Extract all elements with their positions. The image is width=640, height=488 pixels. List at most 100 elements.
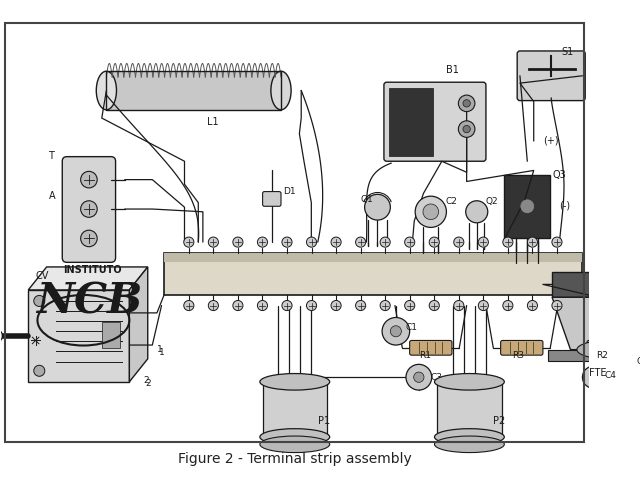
Text: T: T [49, 151, 54, 161]
Circle shape [380, 238, 390, 248]
Ellipse shape [435, 436, 504, 453]
Circle shape [423, 204, 438, 220]
Circle shape [503, 301, 513, 311]
FancyBboxPatch shape [629, 318, 640, 360]
Circle shape [415, 197, 447, 228]
Bar [547, 350, 640, 361]
Ellipse shape [435, 429, 504, 446]
Circle shape [208, 301, 218, 311]
Circle shape [282, 301, 292, 311]
Circle shape [81, 172, 97, 188]
Circle shape [365, 195, 390, 221]
Circle shape [503, 238, 513, 248]
Text: NCB: NCB [36, 280, 142, 322]
Circle shape [356, 301, 365, 311]
Text: C1: C1 [405, 323, 417, 332]
Text: C4: C4 [605, 370, 616, 380]
Bar [552, 272, 640, 298]
Circle shape [356, 238, 365, 248]
Circle shape [184, 301, 194, 311]
Circle shape [307, 301, 317, 311]
Circle shape [307, 238, 317, 248]
Bar [262, 382, 327, 437]
Text: CV: CV [36, 270, 49, 281]
Ellipse shape [577, 341, 637, 359]
Bar [164, 254, 582, 263]
Circle shape [527, 301, 538, 311]
Circle shape [404, 301, 415, 311]
Circle shape [208, 238, 218, 248]
Circle shape [382, 318, 410, 346]
Polygon shape [28, 267, 148, 290]
FancyBboxPatch shape [62, 157, 116, 263]
Bar [28, 290, 129, 382]
Text: 2: 2 [145, 378, 150, 387]
FancyBboxPatch shape [517, 52, 585, 102]
Circle shape [406, 365, 432, 390]
Circle shape [458, 122, 475, 138]
Circle shape [521, 201, 534, 213]
Text: A: A [49, 191, 55, 201]
Circle shape [81, 231, 97, 247]
Ellipse shape [260, 374, 330, 390]
Circle shape [552, 238, 562, 248]
Bar [106, 72, 281, 111]
Circle shape [429, 301, 439, 311]
Circle shape [404, 238, 415, 248]
Text: R1: R1 [419, 350, 431, 359]
Text: C2: C2 [445, 196, 458, 205]
Circle shape [552, 301, 562, 311]
Text: FTE: FTE [589, 367, 606, 378]
Circle shape [257, 301, 268, 311]
Circle shape [429, 238, 439, 248]
Circle shape [380, 301, 390, 311]
Circle shape [582, 366, 605, 388]
Text: L1: L1 [207, 117, 219, 127]
Text: INSTITUTO: INSTITUTO [63, 264, 122, 274]
Circle shape [463, 126, 470, 134]
Text: P2: P2 [493, 415, 506, 426]
Ellipse shape [260, 436, 330, 453]
Text: P1: P1 [317, 415, 330, 426]
Polygon shape [129, 267, 148, 382]
FancyBboxPatch shape [587, 341, 629, 355]
Ellipse shape [271, 72, 291, 111]
Text: R3: R3 [511, 350, 524, 359]
Bar [504, 176, 550, 238]
Polygon shape [552, 298, 640, 350]
Circle shape [233, 238, 243, 248]
Circle shape [257, 238, 268, 248]
Text: 1: 1 [159, 347, 164, 357]
Circle shape [34, 366, 45, 377]
Circle shape [454, 301, 464, 311]
Bar [106, 72, 281, 111]
Text: 1: 1 [157, 345, 163, 354]
Circle shape [184, 238, 194, 248]
Ellipse shape [96, 72, 116, 111]
Text: (-): (-) [559, 200, 571, 210]
FancyBboxPatch shape [500, 341, 543, 355]
Bar [102, 323, 120, 348]
Circle shape [478, 301, 488, 311]
Text: Q2: Q2 [486, 196, 499, 205]
Bar [437, 382, 502, 437]
Bar [389, 88, 433, 157]
Ellipse shape [435, 374, 504, 390]
Circle shape [463, 101, 470, 108]
Text: C5: C5 [637, 356, 640, 365]
Circle shape [331, 238, 341, 248]
Text: Q3: Q3 [552, 169, 566, 180]
Circle shape [331, 301, 341, 311]
Text: S1: S1 [561, 47, 573, 57]
Text: 2: 2 [143, 375, 148, 384]
Circle shape [34, 296, 45, 307]
Text: R2: R2 [596, 350, 608, 359]
Text: Figure 2 - Terminal strip assembly: Figure 2 - Terminal strip assembly [178, 451, 412, 465]
Circle shape [466, 202, 488, 224]
Text: (+): (+) [543, 136, 559, 145]
Circle shape [390, 326, 401, 337]
FancyBboxPatch shape [410, 341, 452, 355]
Circle shape [413, 372, 424, 383]
Bar [164, 254, 582, 295]
FancyBboxPatch shape [384, 83, 486, 162]
